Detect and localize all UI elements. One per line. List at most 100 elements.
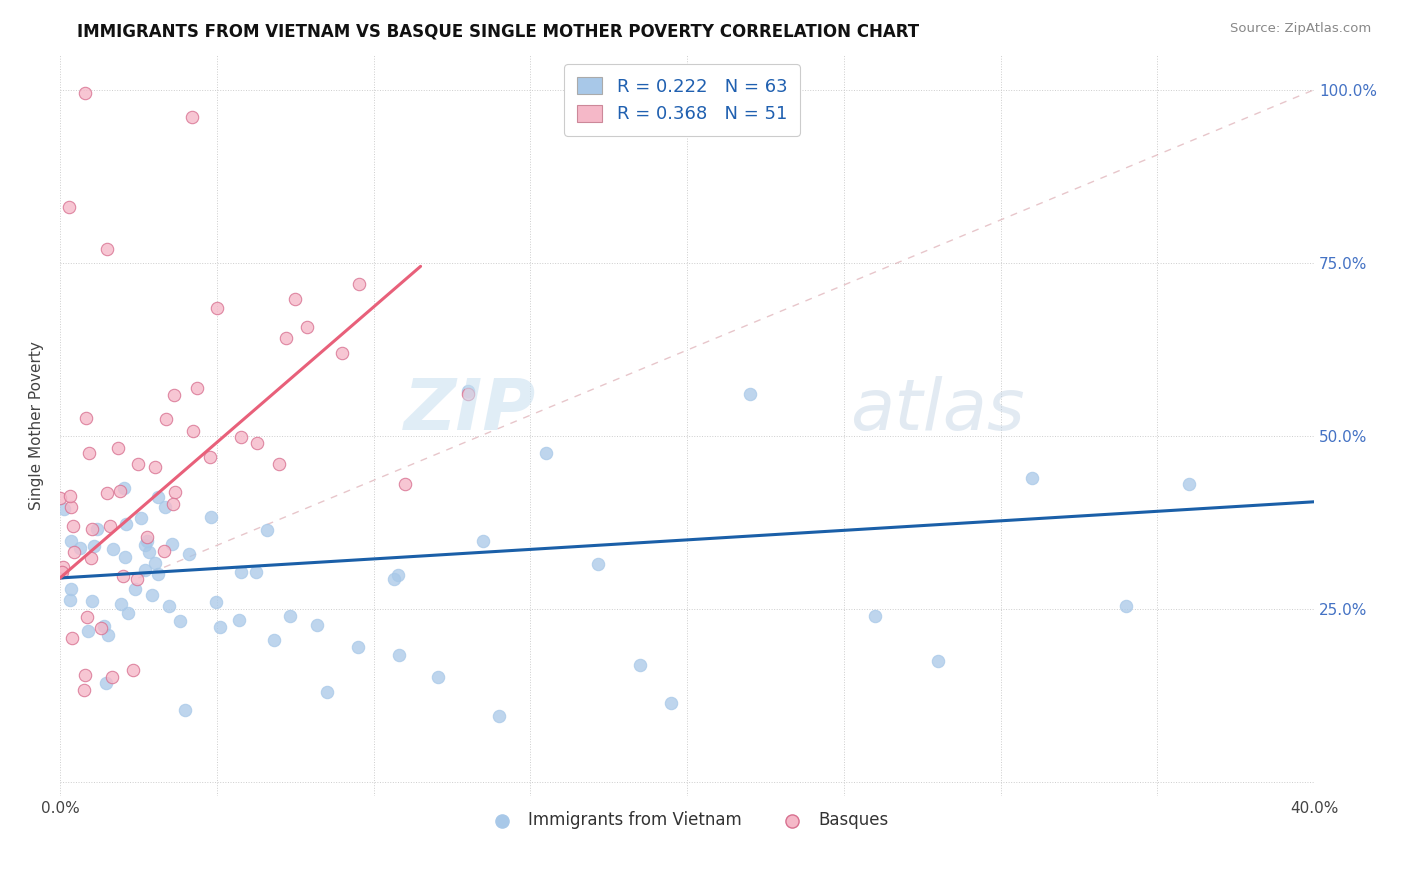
Point [160,537,183,551]
Text: Source: ZipAtlas.com: Source: ZipAtlas.com [1230,22,1371,36]
Point [51,565,73,579]
Point [82,593,104,607]
Point [93,619,115,633]
Point [198,450,221,464]
Point [457,384,479,398]
Point [305,618,328,632]
Point [295,319,318,334]
Point [205,595,228,609]
Point [628,657,651,672]
Point [97,627,120,641]
Point [457,387,479,401]
Point [347,640,370,655]
Point [426,670,449,684]
Point [169,614,191,628]
Point [276,331,298,345]
Point [107,441,129,455]
Point [738,387,761,401]
Point [472,534,495,549]
Point [62,518,84,533]
Point [58,201,80,215]
Point [174,702,197,716]
Point [661,696,683,710]
Point [136,530,159,544]
Point [534,446,557,460]
Point [77,446,100,460]
Point [134,563,156,577]
Point [146,490,169,504]
Point [52,560,75,574]
Point [1177,477,1199,491]
Point [112,481,135,495]
Point [138,545,160,559]
Point [103,542,125,557]
Text: IMMIGRANTS FROM VIETNAM VS BASQUE SINGLE MOTHER POVERTY CORRELATION CHART: IMMIGRANTS FROM VIETNAM VS BASQUE SINGLE… [77,22,920,40]
Point [153,500,176,515]
Point [245,565,267,579]
Point [131,511,153,525]
Point [394,477,416,491]
Point [108,483,131,498]
Point [146,567,169,582]
Point [231,565,253,579]
Point [60,632,83,646]
Point [75,668,97,682]
Point [60,533,83,548]
Point [488,709,510,723]
Point [51,566,73,580]
Point [263,633,285,648]
Point [90,622,112,636]
Point [181,424,204,438]
Point [284,293,307,307]
Point [134,538,156,552]
Point [83,539,105,553]
Point [52,501,75,516]
Point [62,545,84,559]
Point [1021,470,1043,484]
Point [124,582,146,597]
Point [229,430,252,444]
Point [209,620,232,634]
Point [77,624,100,638]
Text: ZIP: ZIP [405,376,537,445]
Point [278,609,301,624]
Point [186,381,208,395]
Point [143,460,166,475]
Point [228,613,250,627]
Point [143,556,166,570]
Legend: Immigrants from Vietnam, Basques: Immigrants from Vietnam, Basques [478,805,896,836]
Point [59,490,82,504]
Point [157,599,180,613]
Point [96,242,118,256]
Point [1115,599,1137,613]
Point [205,301,228,315]
Point [80,522,103,536]
Point [86,522,108,536]
Point [73,683,96,698]
Point [179,547,201,561]
Point [382,572,405,586]
Point [863,609,886,624]
Point [330,346,353,360]
Point [117,606,139,620]
Point [163,485,186,500]
Point [96,486,118,500]
Point [59,593,82,607]
Y-axis label: Single Mother Poverty: Single Mother Poverty [30,341,44,510]
Point [125,572,148,586]
Point [114,549,136,564]
Point [80,551,103,566]
Point [69,541,91,556]
Point [75,87,97,101]
Point [60,500,83,515]
Point [114,516,136,531]
Point [269,457,291,471]
Point [75,411,97,425]
Point [59,582,82,596]
Point [141,588,163,602]
Point [127,457,149,471]
Point [162,497,184,511]
Point [588,557,610,571]
Point [163,388,186,402]
Point [256,523,278,537]
